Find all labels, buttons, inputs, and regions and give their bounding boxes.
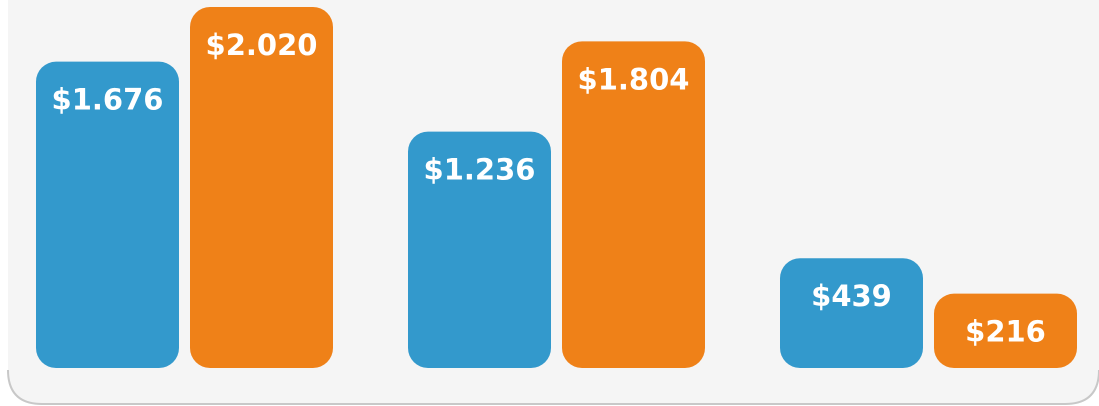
panel-border <box>7 369 1099 405</box>
value-label: $1.676 <box>52 83 164 117</box>
value-label: $216 <box>965 315 1046 349</box>
bar <box>780 258 923 368</box>
value-label: $1.804 <box>578 62 690 96</box>
bars: $1.676 $2.020 $1.236 $1.804 $439 $216 <box>36 7 1077 369</box>
value-label: $1.236 <box>424 153 536 187</box>
bar <box>408 131 551 368</box>
bar <box>934 293 1077 368</box>
bar <box>562 41 705 368</box>
bar <box>190 7 333 368</box>
bar <box>36 61 179 369</box>
value-label: $2.020 <box>206 28 318 62</box>
value-label: $439 <box>811 279 892 313</box>
